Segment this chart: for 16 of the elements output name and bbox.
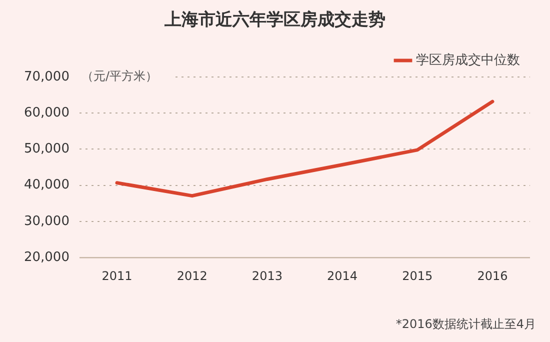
chart-title: 上海市近六年学区房成交走势	[164, 9, 386, 31]
y-tick-label: 20,000	[24, 250, 70, 265]
x-tick-label: 2015	[402, 268, 433, 283]
x-tick-label: 2013	[252, 268, 282, 283]
y-tick-label: 60,000	[24, 105, 70, 120]
x-tick-label: 2011	[102, 268, 132, 283]
y-tick-label: 40,000	[24, 178, 70, 193]
legend-label: 学区房成交中位数	[416, 52, 520, 68]
y-tick-label: 70,000	[24, 69, 70, 84]
x-tick-label: 2014	[327, 268, 358, 283]
y-axis-title: （元/平方米）	[81, 69, 158, 84]
x-tick-label: 2016	[477, 268, 508, 283]
x-tick-label: 2012	[176, 268, 208, 283]
y-tick-label: 50,000	[24, 142, 70, 157]
y-tick-label: 30,000	[24, 214, 70, 229]
text: *2016数据统计截止至4月	[396, 316, 536, 333]
